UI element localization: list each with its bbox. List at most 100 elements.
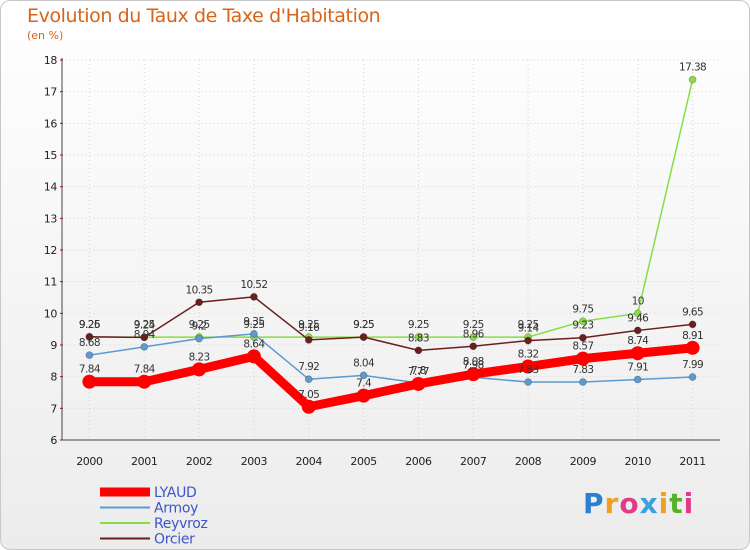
series-line-reyvroz [88, 78, 694, 338]
data-point-orcier [469, 342, 478, 351]
data-point-lyaud [246, 349, 261, 364]
grid [62, 59, 720, 441]
data-label-lyaud: 8.91 [682, 330, 703, 342]
y-tick-label: 8 [50, 371, 57, 384]
series-reyvroz [85, 75, 697, 341]
data-label-reyvroz: 9.25 [134, 319, 155, 331]
data-label-reyvroz: 9.25 [353, 319, 374, 331]
data-label-armoy: 7.83 [572, 364, 593, 376]
logo-letter: t [669, 487, 684, 520]
data-label-lyaud: 8.32 [518, 349, 539, 361]
y-tick-label: 15 [44, 149, 58, 162]
series-armoy [85, 330, 697, 387]
data-point-reyvroz [469, 333, 478, 341]
data-point-lyaud [521, 359, 536, 374]
logo-letter: o [619, 487, 640, 520]
data-label-reyvroz: 9.75 [572, 303, 593, 315]
data-label-armoy: 8.04 [353, 357, 375, 369]
data-label-armoy: 7.99 [682, 359, 703, 371]
chart-title: Evolution du Taux de Taxe d'Habitation [27, 5, 381, 27]
data-label-orcier: 9.65 [682, 306, 703, 318]
x-tick-label: 2002 [186, 455, 212, 468]
data-labels: 7.84 7.84 8.23 8.64 7.05 7.4 7.77 8.08 8.32 8.57 8… [79, 62, 707, 401]
data-label-lyaud: 7.84 [79, 364, 101, 376]
y-axis-unit: (en %) [27, 29, 64, 42]
data-point-lyaud [685, 340, 700, 355]
data-point-lyaud [137, 374, 152, 389]
data-label-lyaud: 8.57 [572, 341, 593, 353]
data-label-orcier: 9.23 [572, 320, 593, 332]
logo-letter: r [604, 487, 620, 520]
y-tick-label: 6 [50, 434, 57, 447]
data-point-armoy [579, 378, 587, 386]
data-label-armoy: 7.8 [411, 365, 426, 377]
data-label-orcier: 9.46 [627, 312, 649, 324]
data-label-lyaud: 8.74 [627, 335, 649, 347]
data-point-lyaud [630, 346, 645, 361]
data-label-lyaud: 8.64 [243, 338, 265, 350]
data-label-armoy: 7.98 [463, 359, 484, 371]
data-point-reyvroz [688, 75, 697, 84]
data-label-orcier: 9.25 [353, 319, 374, 331]
y-tick-label: 11 [44, 276, 57, 289]
data-point-orcier [304, 336, 313, 344]
data-point-orcier [359, 333, 368, 341]
series-line-lyaud [84, 343, 698, 412]
data-label-armoy: 9.2 [192, 321, 207, 333]
data-label-reyvroz: 17.38 [679, 62, 706, 74]
data-point-orcier [579, 333, 587, 342]
data-label-orcier: 10.35 [186, 284, 213, 296]
data-label-reyvroz: 9.25 [79, 319, 100, 331]
data-point-armoy [688, 373, 697, 381]
data-point-reyvroz [414, 333, 423, 341]
data-point-reyvroz [579, 317, 587, 326]
data-label-orcier: 9.16 [298, 322, 320, 334]
data-label-lyaud: 8.23 [189, 351, 210, 363]
x-tick-label: 2006 [405, 455, 432, 468]
data-point-orcier [250, 292, 258, 301]
x-tick-label: 2011 [679, 455, 705, 468]
logo-letter: i [658, 487, 670, 520]
data-label-orcier: 9.26 [79, 319, 101, 331]
x-tick-label: 2001 [131, 455, 157, 468]
data-point-lyaud [192, 362, 207, 377]
data-label-reyvroz: 10 [632, 295, 644, 307]
data-point-orcier [633, 326, 642, 335]
data-label-lyaud: 7.84 [134, 364, 156, 376]
logo-letter: P [583, 487, 605, 520]
data-point-armoy [195, 334, 203, 343]
data-label-lyaud: 7.4 [356, 378, 372, 390]
data-label-lyaud: 7.77 [408, 366, 429, 378]
data-label-orcier: 8.96 [463, 328, 485, 340]
x-tick-label: 2010 [625, 455, 652, 468]
data-point-orcier [524, 336, 532, 345]
axes: 6 7 8 9 10 11 12 13 14 15 16 17 18 2000 2001 2002 2003 20… [44, 54, 720, 468]
y-tick-label: 14 [44, 181, 58, 194]
data-point-lyaud [82, 374, 97, 389]
data-label-lyaud: 7.05 [298, 389, 319, 401]
data-point-armoy [140, 342, 149, 351]
data-label-armoy: 8.94 [134, 329, 156, 341]
series-line-orcier [88, 296, 694, 352]
y-tick-label: 17 [44, 86, 58, 99]
y-tick-label: 9 [50, 339, 57, 352]
data-label-reyvroz: 9.25 [463, 319, 484, 331]
data-point-armoy [85, 351, 94, 360]
legend-label-armoy: Armoy [154, 501, 198, 517]
y-tick-label: 16 [44, 117, 58, 130]
data-point-armoy [633, 375, 642, 384]
y-tick-label: 12 [44, 244, 57, 257]
data-point-reyvroz [633, 309, 642, 318]
data-point-orcier [195, 298, 203, 307]
x-tick-label: 2000 [76, 455, 103, 468]
series-orcier [85, 292, 697, 355]
series-layer [82, 75, 700, 414]
proxiti-logo: Proxiti [583, 487, 694, 520]
data-point-orcier [414, 346, 423, 355]
data-label-orcier: 10.52 [240, 279, 267, 291]
data-label-armoy: 9.35 [243, 316, 264, 328]
logo-letter: i [683, 487, 695, 520]
data-label-lyaud: 8.08 [463, 356, 484, 368]
